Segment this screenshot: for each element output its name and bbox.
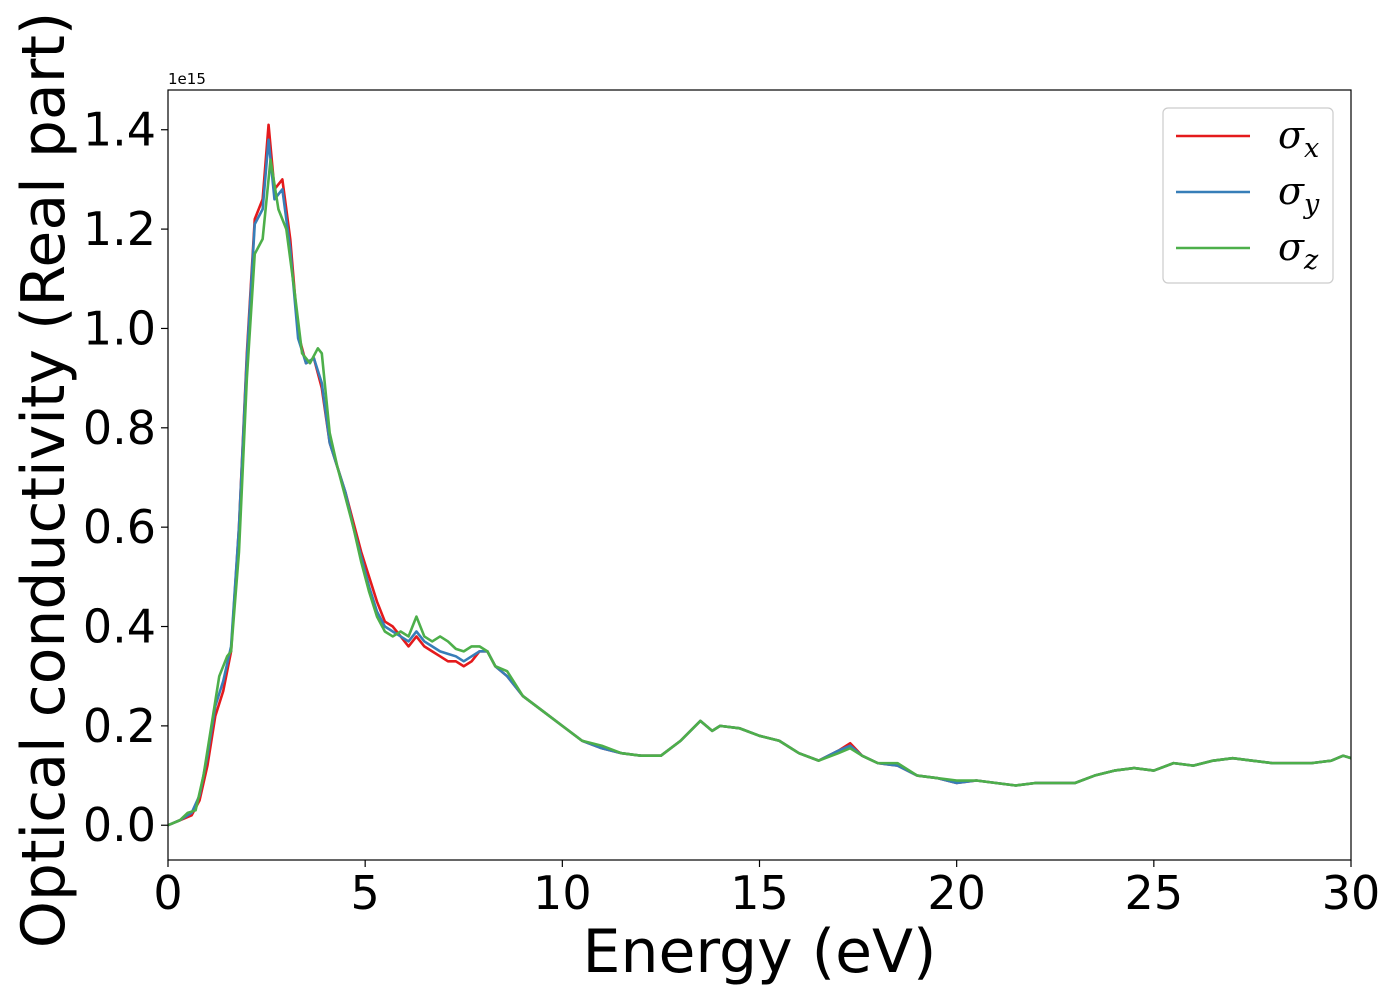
y-tick-label: 1.0: [83, 301, 156, 355]
legend-label-subscript: y: [1303, 189, 1320, 220]
legend-label-symbol: σ: [1278, 225, 1305, 269]
y-tick-label: 0.8: [83, 401, 156, 455]
x-tick-label: 15: [730, 866, 789, 920]
legend-label: σy: [1278, 169, 1320, 220]
x-tick-label: 25: [1125, 866, 1184, 920]
y-tick-label: 0.4: [83, 600, 156, 654]
legend-label-symbol: σ: [1278, 169, 1305, 213]
legend-label-symbol: σ: [1278, 113, 1305, 157]
y-axis: 0.0 0.2 0.4 0.6 0.8 1.0 1.2 1.4: [83, 103, 168, 852]
y-tick-label: 0.2: [83, 699, 156, 753]
legend-label: σz: [1278, 225, 1319, 276]
legend-item-sigma-y: σy: [1176, 169, 1320, 220]
x-axis-title: Energy (eV): [583, 917, 937, 987]
legend-label-subscript: x: [1304, 133, 1319, 164]
legend-item-sigma-x: σx: [1176, 113, 1319, 164]
y-axis-offset-label: 1e15: [168, 70, 206, 88]
series-layer: [168, 123, 1351, 827]
series-line-sigma-z: [168, 158, 1351, 827]
legend-box: [1162, 107, 1334, 284]
x-tick-label: 20: [927, 866, 986, 920]
legend-label: σx: [1278, 113, 1319, 164]
y-tick-label: 1.4: [83, 103, 156, 157]
y-tick-label: 0.6: [83, 500, 156, 554]
y-tick-label: 0.0: [83, 798, 156, 852]
x-tick-label: 10: [533, 866, 592, 920]
x-tick-label: 0: [153, 866, 182, 920]
legend-label-subscript: z: [1303, 245, 1319, 276]
legend-item-sigma-z: σz: [1176, 225, 1319, 276]
x-tick-label: 5: [351, 866, 380, 920]
y-axis-title: Optical conductivity (Real part): [9, 12, 79, 949]
x-axis: 0 5 10 15 20 25 30: [153, 860, 1380, 920]
x-tick-label: 30: [1322, 866, 1381, 920]
y-tick-label: 1.2: [83, 202, 156, 256]
